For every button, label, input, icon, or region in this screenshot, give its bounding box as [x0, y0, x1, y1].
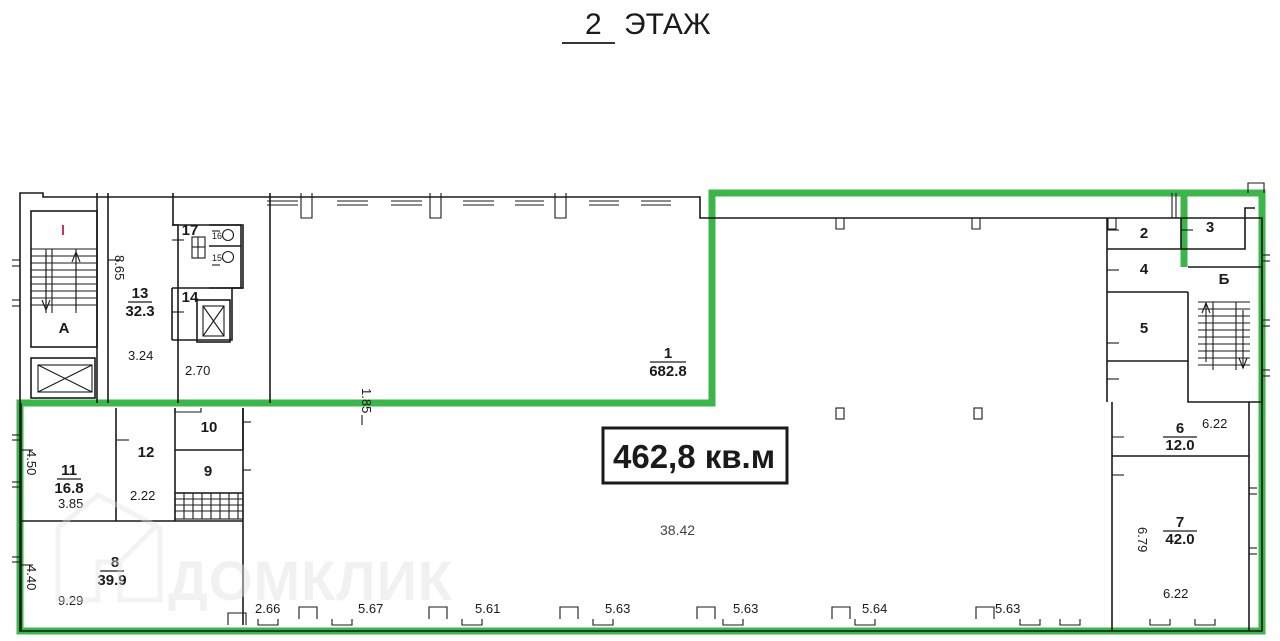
svg-text:4.50: 4.50	[24, 450, 39, 475]
svg-text:42.0: 42.0	[1165, 531, 1194, 548]
svg-text:4: 4	[1140, 261, 1149, 278]
svg-text:38.42: 38.42	[660, 522, 695, 538]
svg-text:5.64: 5.64	[862, 601, 887, 616]
svg-text:12.0: 12.0	[1165, 437, 1194, 454]
svg-text:11: 11	[61, 462, 77, 479]
svg-text:5: 5	[1140, 320, 1148, 337]
svg-text:9: 9	[204, 463, 212, 480]
svg-text:2: 2	[1140, 225, 1148, 242]
svg-text:5.63: 5.63	[733, 601, 758, 616]
svg-text:ЭТАЖ: ЭТАЖ	[624, 8, 711, 41]
svg-text:16: 16	[212, 231, 222, 241]
svg-text:3: 3	[1206, 219, 1214, 236]
svg-text:2.22: 2.22	[130, 488, 155, 503]
svg-text:Б: Б	[1219, 271, 1230, 288]
svg-text:32.3: 32.3	[125, 303, 154, 320]
svg-text:10: 10	[201, 419, 218, 436]
svg-text:6: 6	[1176, 420, 1184, 437]
svg-text:7: 7	[1176, 514, 1184, 531]
svg-text:8.65: 8.65	[112, 255, 127, 280]
svg-text:3.24: 3.24	[128, 348, 153, 363]
svg-text:4.40: 4.40	[24, 565, 39, 590]
svg-text:5.63: 5.63	[605, 601, 630, 616]
svg-text:6.79: 6.79	[1135, 527, 1150, 552]
svg-text:17: 17	[182, 222, 199, 239]
svg-text:2: 2	[585, 8, 602, 41]
svg-text:5.61: 5.61	[475, 601, 500, 616]
svg-text:15: 15	[212, 253, 222, 263]
svg-text:6.22: 6.22	[1202, 416, 1227, 431]
svg-text:16.8: 16.8	[54, 480, 83, 497]
svg-text:12: 12	[138, 444, 155, 461]
svg-text:682.8: 682.8	[649, 363, 687, 380]
svg-text:ДОМКЛИК: ДОМКЛИК	[168, 549, 453, 612]
svg-text:1.85: 1.85	[359, 388, 374, 413]
svg-text:1: 1	[664, 345, 672, 362]
svg-text:462,8 кв.м: 462,8 кв.м	[613, 438, 775, 475]
svg-text:6.22: 6.22	[1163, 586, 1188, 601]
svg-text:A: A	[59, 320, 70, 337]
svg-text:2.70: 2.70	[185, 363, 210, 378]
svg-text:5.63: 5.63	[995, 601, 1020, 616]
svg-text:13: 13	[132, 285, 149, 302]
